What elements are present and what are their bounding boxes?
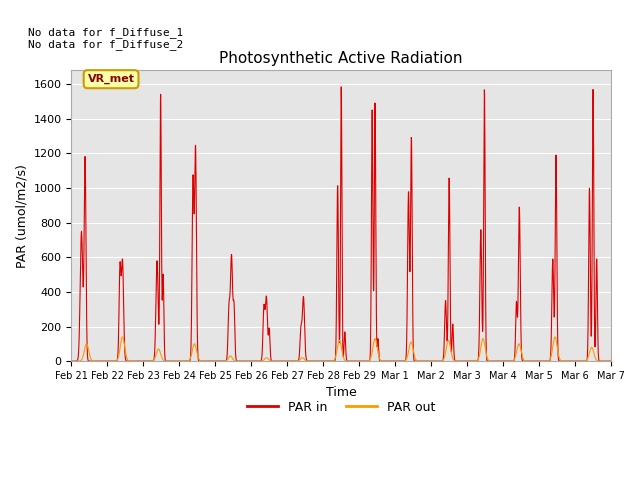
- PAR in: [129, 358, 137, 364]
- PAR in: [607, 358, 615, 364]
- PAR in: [597, 358, 605, 364]
- Legend: PAR in, PAR out: PAR in, PAR out: [242, 396, 441, 419]
- PAR out: [68, 358, 76, 364]
- PAR out: [129, 358, 137, 364]
- PAR out: [118, 334, 126, 340]
- Line: PAR out: PAR out: [72, 337, 611, 361]
- Title: Photosynthetic Active Radiation: Photosynthetic Active Radiation: [220, 51, 463, 67]
- PAR in: [337, 84, 345, 90]
- PAR out: [539, 358, 547, 364]
- PAR out: [280, 358, 288, 364]
- PAR in: [569, 358, 577, 364]
- PAR in: [298, 319, 305, 325]
- PAR out: [161, 358, 169, 364]
- Y-axis label: PAR (umol/m2/s): PAR (umol/m2/s): [15, 164, 28, 268]
- Text: No data for f_Diffuse_1
No data for f_Diffuse_2: No data for f_Diffuse_1 No data for f_Di…: [28, 27, 184, 50]
- X-axis label: Time: Time: [326, 386, 356, 399]
- Text: VR_met: VR_met: [88, 74, 134, 84]
- PAR in: [68, 358, 76, 364]
- PAR out: [298, 355, 306, 360]
- PAR in: [539, 358, 547, 364]
- PAR in: [275, 358, 282, 364]
- PAR out: [607, 358, 615, 364]
- PAR in: [161, 355, 169, 360]
- PAR out: [275, 358, 282, 364]
- Line: PAR in: PAR in: [72, 87, 611, 361]
- PAR out: [597, 358, 605, 364]
